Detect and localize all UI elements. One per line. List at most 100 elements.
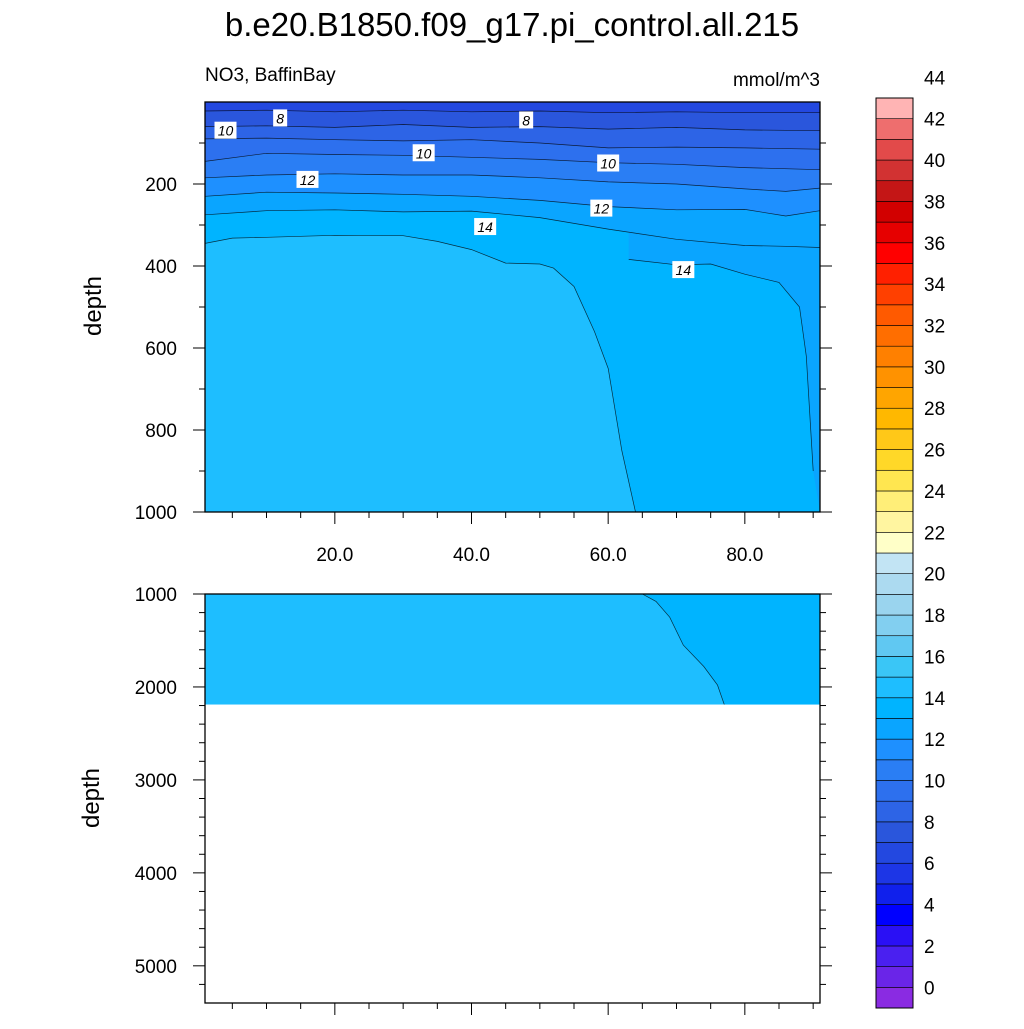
colorbar-swatch (875, 656, 914, 678)
contour-label-14: 14 (672, 261, 695, 279)
colorbar-swatch (875, 780, 914, 802)
contour-line-14 (205, 234, 636, 512)
contour-line-7 (205, 109, 820, 114)
colorbar-swatch (875, 428, 914, 450)
colorbar-swatch (875, 573, 914, 595)
contour-label-box (597, 154, 620, 172)
lower-fill-band-14 (642, 594, 820, 705)
colorbar-swatch (875, 614, 914, 637)
colorbar-swatch (875, 449, 914, 471)
contour-line-9 (205, 137, 820, 150)
colorbar-label: 14 (924, 689, 946, 710)
colorbar-label: 24 (924, 482, 946, 503)
colorbar-swatch (875, 635, 914, 657)
contour-label-text: 10 (416, 145, 432, 161)
contour-line-10 (205, 152, 820, 171)
colorbar-label: 8 (924, 813, 935, 834)
colorbar-label: 42 (924, 110, 945, 131)
colorbar-swatch (875, 118, 914, 140)
upper-ytick-label: 400 (145, 257, 177, 278)
colorbar-label: 30 (924, 358, 945, 379)
colorbar-swatch (875, 945, 914, 967)
upper-ylabel: depth (80, 276, 107, 336)
colorbar-swatch (875, 594, 914, 616)
upper-panel: 8 8 10 10 10 12 12 14 14 200 400 600 800 1000 20.0 40.0… (80, 101, 832, 566)
contour-label-box (214, 121, 237, 139)
colorbar-label: 2 (924, 937, 935, 958)
colorbar-swatch (875, 407, 914, 430)
units-label: mmol/m^3 (733, 70, 820, 91)
colorbar-label: 26 (924, 441, 945, 462)
contour-label-box (412, 144, 435, 162)
variable-region-label: NO3, BaffinBay (205, 65, 336, 86)
lower-fill-group (205, 594, 820, 705)
colorbar-swatch (875, 842, 914, 864)
lower-ytick-label: 1000 (135, 585, 177, 606)
colorbar-swatch (875, 139, 914, 161)
upper-ytick-label: 600 (145, 339, 177, 360)
contour-label-10: 10 (214, 121, 237, 139)
colorbar-swatch (875, 201, 914, 223)
lower-ytick-label: 5000 (135, 957, 177, 978)
plot-title: b.e20.B1850.f09_g17.pi_control.all.215 (225, 6, 799, 43)
upper-ytick-label: 200 (145, 175, 177, 196)
colorbar-swatch (875, 800, 914, 823)
colorbar-swatch (875, 883, 914, 905)
colorbar-swatch (875, 511, 914, 533)
colorbar-label: 32 (924, 317, 945, 338)
colorbar-label: 28 (924, 399, 945, 420)
contour-label-8: 8 (273, 109, 288, 127)
contour-label-12: 12 (590, 199, 613, 217)
contour-label-14: 14 (474, 218, 497, 236)
colorbar-swatch (875, 738, 914, 761)
colorbar-swatch (875, 821, 914, 843)
colorbar-swatch (875, 97, 914, 119)
fill-band-7 (205, 102, 820, 113)
colorbar-swatch (875, 904, 914, 926)
colorbar-label: 16 (924, 647, 945, 668)
contour-line-12 (205, 191, 820, 217)
contour-label-box (672, 261, 695, 279)
contour-label-text: 8 (276, 110, 284, 126)
contour-label-12: 12 (296, 170, 319, 188)
colorbar-label: 40 (924, 151, 945, 172)
colorbar-swatch (875, 552, 914, 574)
colorbar-label: 10 (924, 772, 945, 793)
colorbar-swatch (875, 242, 914, 264)
upper-xtick-label: 20.0 (316, 545, 353, 566)
colorbar-label: 38 (924, 192, 945, 213)
colorbar-swatch (875, 759, 914, 781)
colorbar-swatch (875, 697, 914, 719)
contour-label-box (590, 199, 613, 217)
colorbar-swatch (875, 469, 914, 492)
colorbar-label: 20 (924, 565, 945, 586)
colorbar-swatch (875, 180, 914, 202)
colorbar-swatch (875, 987, 914, 1009)
colorbar-swatch (875, 532, 914, 554)
colorbar-swatch (875, 159, 914, 182)
upper-ytick-label: 800 (145, 421, 177, 442)
colorbar-swatch (875, 345, 914, 368)
upper-xtick-label: 40.0 (453, 545, 490, 566)
colorbar-swatch (875, 283, 914, 306)
colorbar-swatch (875, 924, 914, 947)
colorbar-swatch (875, 263, 914, 285)
upper-fill-group: 8 8 10 10 10 12 12 14 14 (205, 102, 820, 512)
colorbar-swatch (875, 676, 914, 699)
colorbar-swatch (875, 325, 914, 347)
contour-label-10: 10 (597, 154, 620, 172)
lower-ytick-label: 2000 (135, 678, 177, 699)
colorbar-label: 0 (924, 978, 935, 999)
contour-line-8 (205, 124, 820, 132)
contour-label-text: 10 (218, 123, 234, 139)
lower-ylabel: depth (78, 768, 105, 828)
colorbar-swatch (875, 304, 914, 326)
lower-ytick-label: 4000 (135, 864, 177, 885)
colorbar-label: 4 (924, 896, 935, 917)
contour-line-13 (205, 209, 820, 248)
contour-label-box (296, 170, 319, 188)
colorbar-swatch (875, 387, 914, 409)
contour-label-text: 12 (594, 201, 610, 217)
colorbar-frame (875, 97, 914, 1009)
